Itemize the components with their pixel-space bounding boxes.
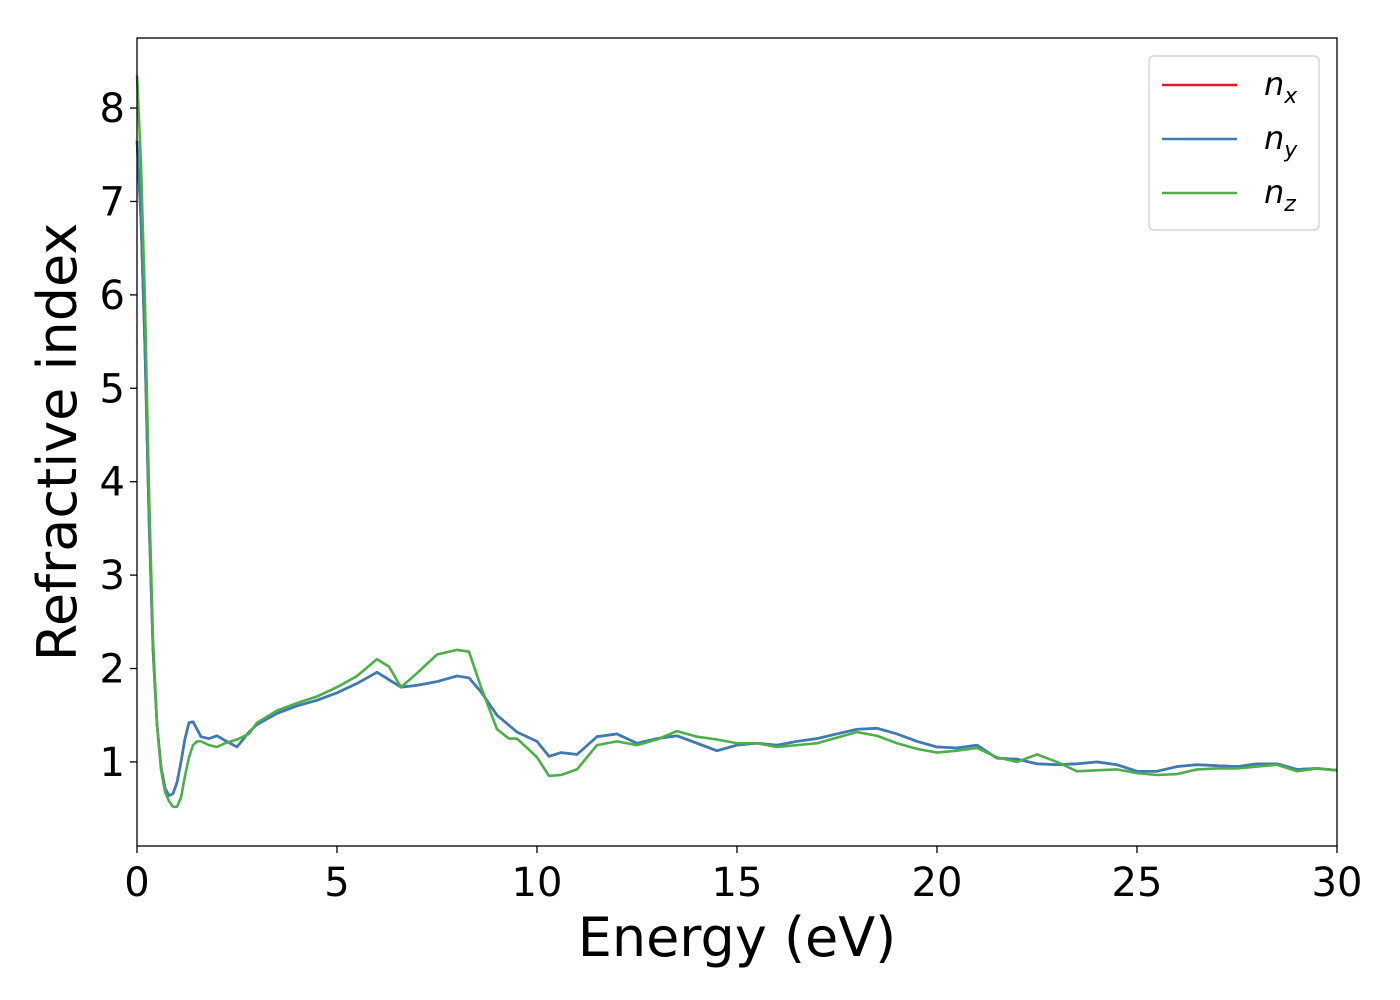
legend: nx ny nz xyxy=(1148,55,1320,231)
y-tick-label: 2 xyxy=(100,647,125,693)
legend-box xyxy=(1148,55,1320,231)
y-axis-title: Refractive index xyxy=(26,223,89,662)
legend-label-n-x: nx xyxy=(1264,65,1298,109)
y-tick-label: 3 xyxy=(100,553,125,599)
x-tick-label: 10 xyxy=(512,860,563,906)
series-line-n-y xyxy=(135,140,1338,797)
x-tick-label: 30 xyxy=(1312,860,1363,906)
y-tick-label: 1 xyxy=(100,740,125,786)
y-tick-label: 4 xyxy=(100,460,125,506)
series-line-n-z xyxy=(135,75,1338,809)
y-tick-label: 8 xyxy=(100,86,125,132)
x-tick-label: 25 xyxy=(1112,860,1163,906)
y-tick-label: 5 xyxy=(100,366,125,412)
x-axis-title: Energy (eV) xyxy=(578,906,897,969)
y-tick-label: 6 xyxy=(100,273,125,319)
series-layer xyxy=(135,75,1338,809)
x-tick-label: 5 xyxy=(324,860,349,906)
x-tick-label: 0 xyxy=(124,860,149,906)
y-tick-label: 7 xyxy=(100,179,125,225)
legend-label-n-z: nz xyxy=(1264,173,1296,217)
x-tick-label: 15 xyxy=(712,860,763,906)
legend-label-n-y: ny xyxy=(1264,119,1298,163)
ticks-layer: 0 5 10 15 20 25 30 1 2 3 4 5 6 7 8 xyxy=(100,86,1363,906)
x-tick-label: 20 xyxy=(912,860,963,906)
